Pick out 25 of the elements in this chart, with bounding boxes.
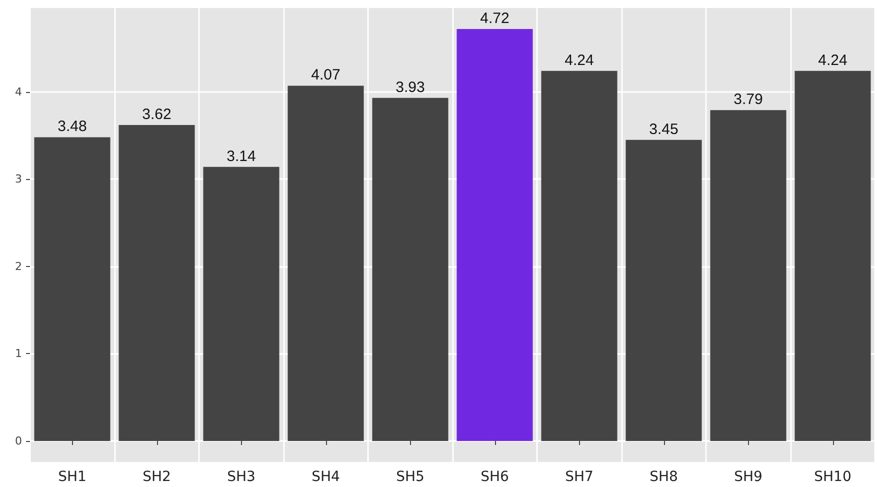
x-tick-label: SH10 <box>814 469 852 485</box>
data-label: 3.48 <box>58 118 87 136</box>
data-label: 3.93 <box>396 78 425 96</box>
data-label: 3.14 <box>226 148 256 165</box>
x-tick-label: SH7 <box>565 469 594 485</box>
x-tick-label: SH3 <box>227 469 256 485</box>
x-tick-label: SH2 <box>142 469 171 485</box>
x-tick-label: SH6 <box>480 469 509 485</box>
x-tick-label: SH1 <box>58 469 86 485</box>
data-label: 4.07 <box>311 66 340 84</box>
y-tick-label: 1 <box>15 347 22 360</box>
y-tick-label: 0 <box>15 434 22 448</box>
data-label: 3.79 <box>734 91 763 108</box>
x-tick-label: SH4 <box>312 469 340 485</box>
y-tick-label: 4 <box>15 85 22 98</box>
x-tick-label: SH5 <box>396 469 424 485</box>
x-tick-label: SH9 <box>734 469 762 485</box>
data-label: 4.24 <box>818 52 848 69</box>
data-label: 3.62 <box>142 106 172 123</box>
data-label: 3.45 <box>649 120 678 138</box>
x-tick-label: SH8 <box>650 469 678 485</box>
data-label: 4.24 <box>564 52 594 69</box>
y-tick-label: 3 <box>15 172 22 186</box>
data-label: 4.72 <box>480 10 510 27</box>
y-tick-label: 2 <box>15 260 22 273</box>
